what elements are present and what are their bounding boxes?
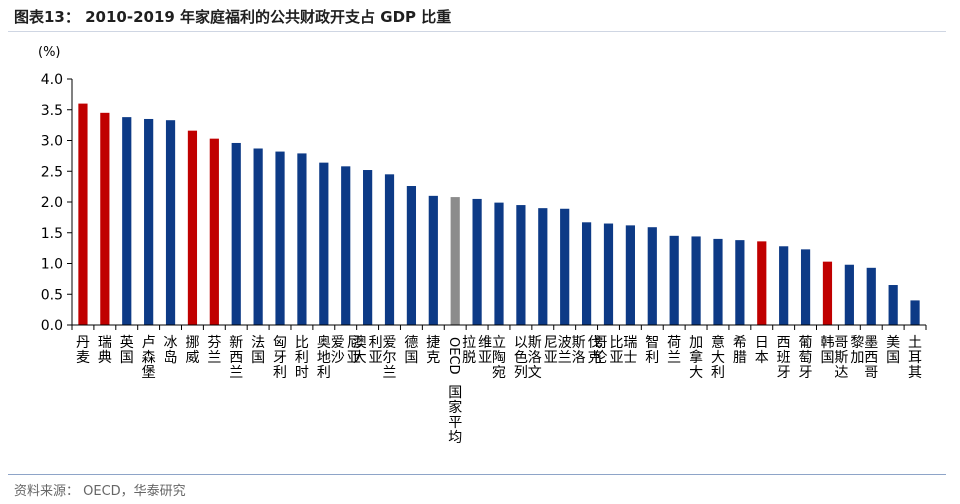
bar	[253, 148, 263, 325]
x-tick-label: 美国	[886, 335, 900, 366]
bars	[78, 103, 920, 325]
x-tick-label: 加拿大	[689, 335, 703, 381]
bar	[275, 151, 285, 325]
bar	[691, 236, 701, 325]
x-tick-label: 哥斯达黎加	[834, 335, 864, 381]
bar	[779, 246, 789, 325]
y-tick-label: 3.0	[41, 134, 63, 150]
x-tick-label: 丹麦	[76, 335, 90, 366]
x-axis	[71, 324, 927, 330]
x-tick-label: 斯洛伐克	[572, 335, 602, 366]
bar	[165, 120, 176, 325]
y-tick-label: 0.5	[41, 287, 63, 303]
x-tick-label: 以色列	[514, 335, 528, 381]
bar	[384, 174, 395, 325]
bar	[209, 138, 219, 325]
x-tick-label: 哥伦比亚	[593, 335, 623, 366]
bar	[844, 264, 854, 325]
x-tick-label: OECD	[446, 337, 461, 375]
x-tick-label: 匈牙利	[273, 335, 287, 381]
x-tick-label: 卢森堡	[142, 335, 156, 381]
y-tick-label: 4.0	[41, 72, 63, 88]
x-tick-label: 西班牙	[777, 335, 791, 381]
x-tick-label: 捷克	[426, 335, 440, 366]
x-tick-label: 新西兰	[229, 335, 243, 381]
bar	[647, 227, 657, 325]
bar	[800, 249, 811, 325]
bar	[735, 240, 745, 325]
x-tick-label: 德国	[404, 335, 418, 366]
x-tick-label: 韩国	[820, 335, 834, 366]
bar	[450, 197, 460, 325]
bar	[187, 130, 198, 325]
x-tick-label-rest: 国家平均	[448, 385, 462, 446]
x-tick-label: 立陶宛	[492, 335, 506, 381]
x-tick-label: 瑞典	[98, 335, 112, 366]
bar	[822, 261, 833, 325]
bar	[603, 223, 614, 325]
title-divider	[8, 31, 946, 32]
x-tick-label: 日本	[755, 335, 769, 366]
bar	[231, 142, 241, 325]
bar	[406, 186, 417, 325]
x-tick-label: 波兰	[558, 335, 572, 366]
bar	[888, 285, 898, 325]
y-tick-label: 3.5	[41, 103, 63, 119]
x-tick-label: 瑞士	[623, 335, 637, 366]
bar	[581, 222, 592, 325]
bar	[428, 195, 438, 325]
bar	[100, 112, 110, 325]
y-axis: 0.0 0.5 1.0 1.5 2.0 2.5 3.0 3.5 4.0	[41, 72, 73, 334]
bar	[472, 198, 482, 325]
bar	[516, 205, 526, 325]
x-tick-label: 斯洛文尼亚	[528, 335, 558, 381]
x-tick-label: 冰岛	[164, 335, 178, 366]
bar	[319, 162, 329, 325]
x-tick-label: 澳大利亚	[353, 335, 383, 366]
x-tick-label: 荷兰	[667, 335, 681, 366]
bar	[560, 208, 570, 325]
bar	[122, 117, 132, 325]
x-tick-label: 意大利	[711, 334, 725, 381]
x-tick-label: 爱尔兰	[383, 335, 397, 381]
bar	[341, 166, 351, 325]
x-tick-label: 芬兰	[207, 335, 221, 366]
source-note: 资料来源： OECD，华泰研究	[14, 484, 186, 499]
x-tick-label: 葡萄牙	[799, 335, 813, 381]
x-tick-label: 土耳其	[908, 335, 922, 381]
bar	[494, 202, 504, 325]
bar	[669, 235, 679, 325]
bar	[757, 241, 767, 325]
x-tick-label-oecd: OECD 国家平均	[446, 337, 462, 446]
x-tick-label: 智利	[645, 335, 659, 366]
source-divider	[8, 474, 946, 475]
y-tick-label: 0.0	[41, 318, 63, 334]
bar	[144, 118, 154, 325]
bar	[910, 300, 920, 325]
figure-title: 图表13： 2010-2019 年家庭福利的公共财政开支占 GDP 比重	[14, 8, 452, 26]
x-tick-label: 墨西哥	[864, 335, 878, 381]
y-axis-unit-label: (%)	[38, 45, 61, 60]
y-tick-label: 1.0	[41, 257, 63, 273]
y-tick-label: 2.0	[41, 195, 63, 211]
bar	[297, 153, 307, 325]
x-tick-label: 希腊	[733, 335, 747, 366]
x-tick-label: 英国	[120, 334, 134, 366]
x-tick-label: 奥地利	[317, 334, 331, 381]
bar	[538, 208, 548, 325]
x-axis-labels: 丹麦瑞典英国卢森堡冰岛挪威芬兰新西兰法国匈牙利比利时奥地利爱沙尼亚澳大利亚爱尔兰…	[76, 334, 922, 446]
x-tick-label: 爱沙尼亚	[331, 335, 361, 366]
bar	[713, 238, 723, 325]
y-tick-label: 1.5	[41, 226, 63, 242]
bar	[363, 170, 373, 325]
y-tick-label: 2.5	[41, 164, 63, 180]
bar	[625, 225, 635, 325]
x-tick-label: 比利时	[295, 335, 309, 381]
x-tick-label: 法国	[251, 335, 265, 366]
x-tick-label: 挪威	[185, 335, 199, 366]
x-tick-label: 拉脱维亚	[462, 335, 492, 366]
bar	[78, 103, 88, 325]
bar	[866, 267, 876, 325]
